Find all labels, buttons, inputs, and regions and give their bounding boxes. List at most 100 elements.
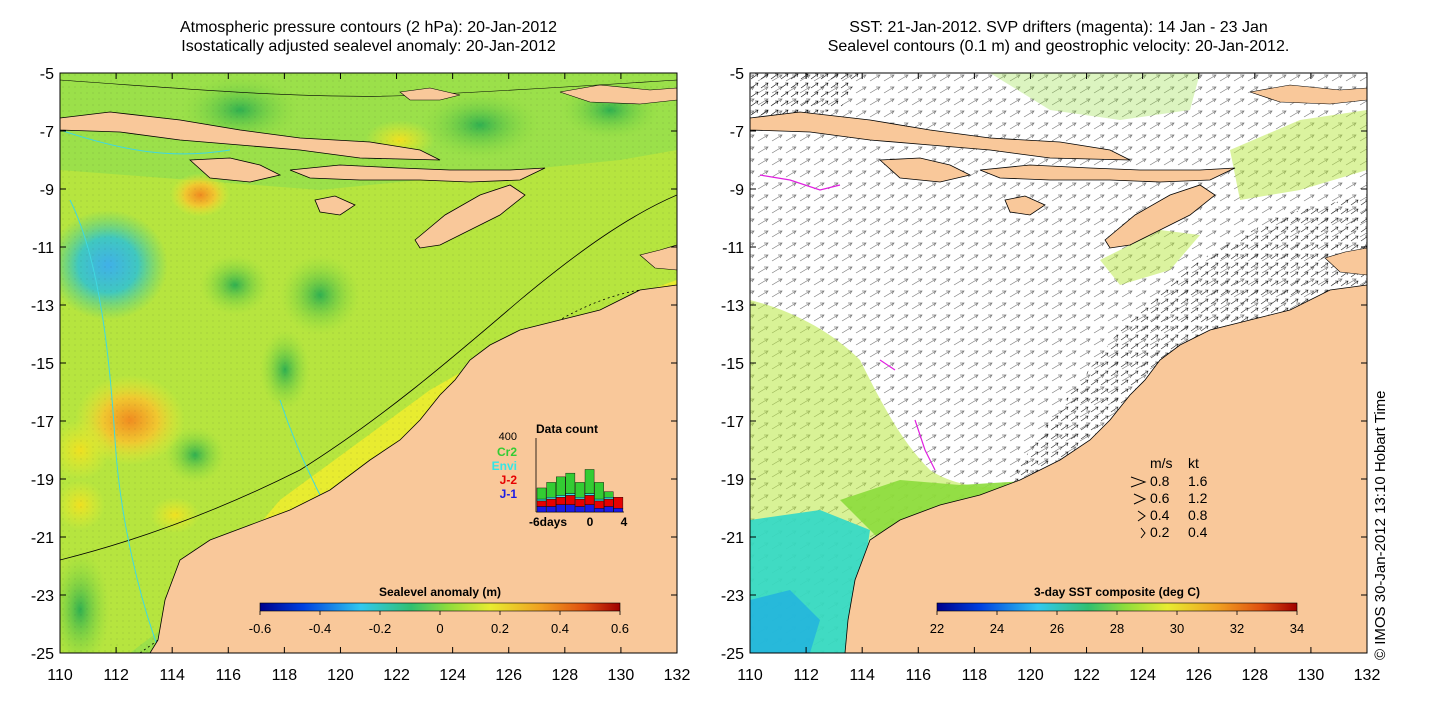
right-lon-tick-label: 120	[1017, 667, 1044, 684]
left-lat-tick-label: -15	[31, 356, 54, 373]
right-lon-tick-label: 110	[737, 667, 763, 684]
speed-legend-kt: 0.4	[1188, 524, 1208, 540]
left-lon-tick-label: 116	[216, 667, 242, 684]
right-lon-tick-label: 130	[1298, 667, 1325, 684]
left-lat-tick-label: -13	[31, 298, 54, 315]
left-lat-tick-label: -5	[40, 66, 54, 83]
left-colorbar-tick: -0.6	[249, 621, 271, 636]
right-lon-tick-label: 128	[1241, 667, 1268, 684]
left-colorbar-tick: -0.2	[369, 621, 391, 636]
data-count-bar-j1	[613, 508, 624, 513]
left-map-panel	[60, 73, 677, 653]
data-count-bar-envi	[594, 498, 604, 502]
left-lon-tick-label: 130	[608, 667, 635, 684]
left-lat-tick-label: -17	[31, 414, 54, 431]
left-lon-tick-label: 128	[551, 667, 578, 684]
speed-legend-header-kt: kt	[1188, 455, 1199, 471]
credit-text: © IMOS 30-Jan-2012 13:10 Hobart Time	[1372, 390, 1389, 660]
right-colorbar-tick: 22	[930, 621, 944, 636]
right-colorbar-tick: 24	[990, 621, 1004, 636]
left-colorbar-tick: 0.2	[491, 621, 509, 636]
right-colorbar-tick: 32	[1230, 621, 1244, 636]
left-lon-tick-label: 126	[495, 667, 522, 684]
right-lat-tick-label: -21	[721, 530, 744, 547]
left-colorbar-tick: 0.6	[611, 621, 629, 636]
left-lon-tick-label: 122	[383, 667, 410, 684]
speed-legend: m/s kt 0.8 1.60.6 1.20.4 0.80.2 0.4	[1130, 455, 1208, 540]
data-count-bar-envi	[556, 495, 566, 498]
data-count-bar-j1	[604, 506, 614, 513]
left-lon-tick-label: 114	[159, 667, 185, 684]
right-map-panel	[750, 73, 1367, 653]
right-lon-tick-label: 124	[1129, 667, 1156, 684]
data-count-bar-j2	[604, 498, 614, 507]
data-count-bar-j1	[536, 506, 547, 513]
data-count-bar-j1	[546, 506, 556, 513]
left-lon-tick-label: 112	[103, 667, 129, 684]
data-count-bar-cr2	[584, 469, 595, 494]
data-count-bar-j2	[546, 498, 556, 507]
data-count-bar-cr2	[604, 491, 614, 498]
speed-legend-ms: 0.8	[1150, 473, 1170, 489]
right-colorbar-tick: 34	[1290, 621, 1304, 636]
data-count-xlabel: -6days	[529, 515, 567, 529]
left-colorbar: -0.6 -0.4 -0.2 0 0.2 0.4 0.6 Sealevel anomaly …	[249, 585, 629, 636]
speed-legend-ms: 0.6	[1150, 490, 1170, 506]
left-colorbar-tick: 0	[436, 621, 443, 636]
data-count-bar-j2	[613, 497, 624, 509]
right-lat-tick-label: -19	[721, 472, 744, 489]
right-colorbar-tick: 28	[1110, 621, 1124, 636]
left-lat-tick-label: -25	[31, 646, 54, 663]
data-count-legend-item: J-1	[500, 487, 518, 501]
left-lon-tick-label: 118	[272, 667, 298, 684]
data-count-bar-cr2	[556, 476, 566, 496]
data-count-bar-j2	[536, 500, 547, 507]
speed-legend-arrow	[1133, 493, 1147, 505]
right-colorbar-label: 3-day SST composite (deg C)	[1034, 585, 1200, 599]
data-count-bar-cr2	[565, 472, 576, 494]
data-count-bar-envi	[546, 497, 556, 500]
credit-text-wrap: © IMOS 30-Jan-2012 13:10 Hobart Time	[1372, 390, 1396, 660]
right-colorbar: 22 24 26 28 30 32 34 3-day SST composite (deg …	[930, 585, 1304, 636]
right-colorbar-tick: 26	[1050, 621, 1064, 636]
left-lat-tick-label: -21	[31, 530, 54, 547]
data-count-bar-j2	[584, 495, 595, 505]
left-lon-tick-label: 132	[664, 667, 691, 684]
left-colorbar-tick: -0.4	[309, 621, 331, 636]
speed-legend-kt: 1.2	[1188, 490, 1208, 506]
data-count-bar-j2	[556, 497, 566, 505]
data-count-legend-item: J-2	[500, 473, 518, 487]
right-lon-tick-label: 132	[1354, 667, 1381, 684]
right-lat-tick-label: -15	[721, 356, 744, 373]
data-count-legend-item: Cr2	[497, 445, 517, 459]
data-count-bar-j1	[594, 508, 604, 513]
right-lat-tick-label: -5	[730, 66, 744, 83]
data-count-bar-envi	[584, 493, 595, 496]
right-lat-tick-label: -25	[721, 646, 744, 663]
data-count-bar-j2	[565, 495, 576, 505]
speed-legend-arrow	[1140, 527, 1146, 539]
data-count-bar-j2	[575, 498, 585, 507]
speed-legend-arrow	[1137, 510, 1146, 522]
right-title-line2: Sealevel contours (0.1 m) and geostrophi…	[827, 38, 1290, 55]
speed-legend-kt: 1.6	[1188, 473, 1208, 489]
left-lon-tick-label: 120	[327, 667, 354, 684]
left-colorbar-label: Sealevel anomaly (m)	[379, 585, 501, 599]
right-lon-tick-label: 112	[793, 667, 819, 684]
right-title-line1: SST: 21-Jan-2012. SVP drifters (magenta)…	[849, 19, 1268, 36]
right-lon-tick-label: 118	[962, 667, 988, 684]
right-lon-tick-label: 122	[1073, 667, 1100, 684]
left-lat-tick-label: -23	[31, 588, 54, 605]
speed-legend-ms: 0.4	[1150, 507, 1170, 523]
data-count-bar-envi	[604, 497, 614, 500]
data-count-bar-j1	[575, 506, 585, 513]
right-lat-tick-label: -11	[722, 240, 744, 257]
left-lat-tick-label: -19	[31, 472, 54, 489]
speed-legend-arrow	[1130, 476, 1147, 488]
data-count-bar-envi	[575, 497, 585, 500]
data-count-xlabel: 4	[621, 515, 628, 529]
data-count-ymax: 400	[499, 431, 517, 443]
data-count-bar-cr2	[594, 482, 604, 500]
